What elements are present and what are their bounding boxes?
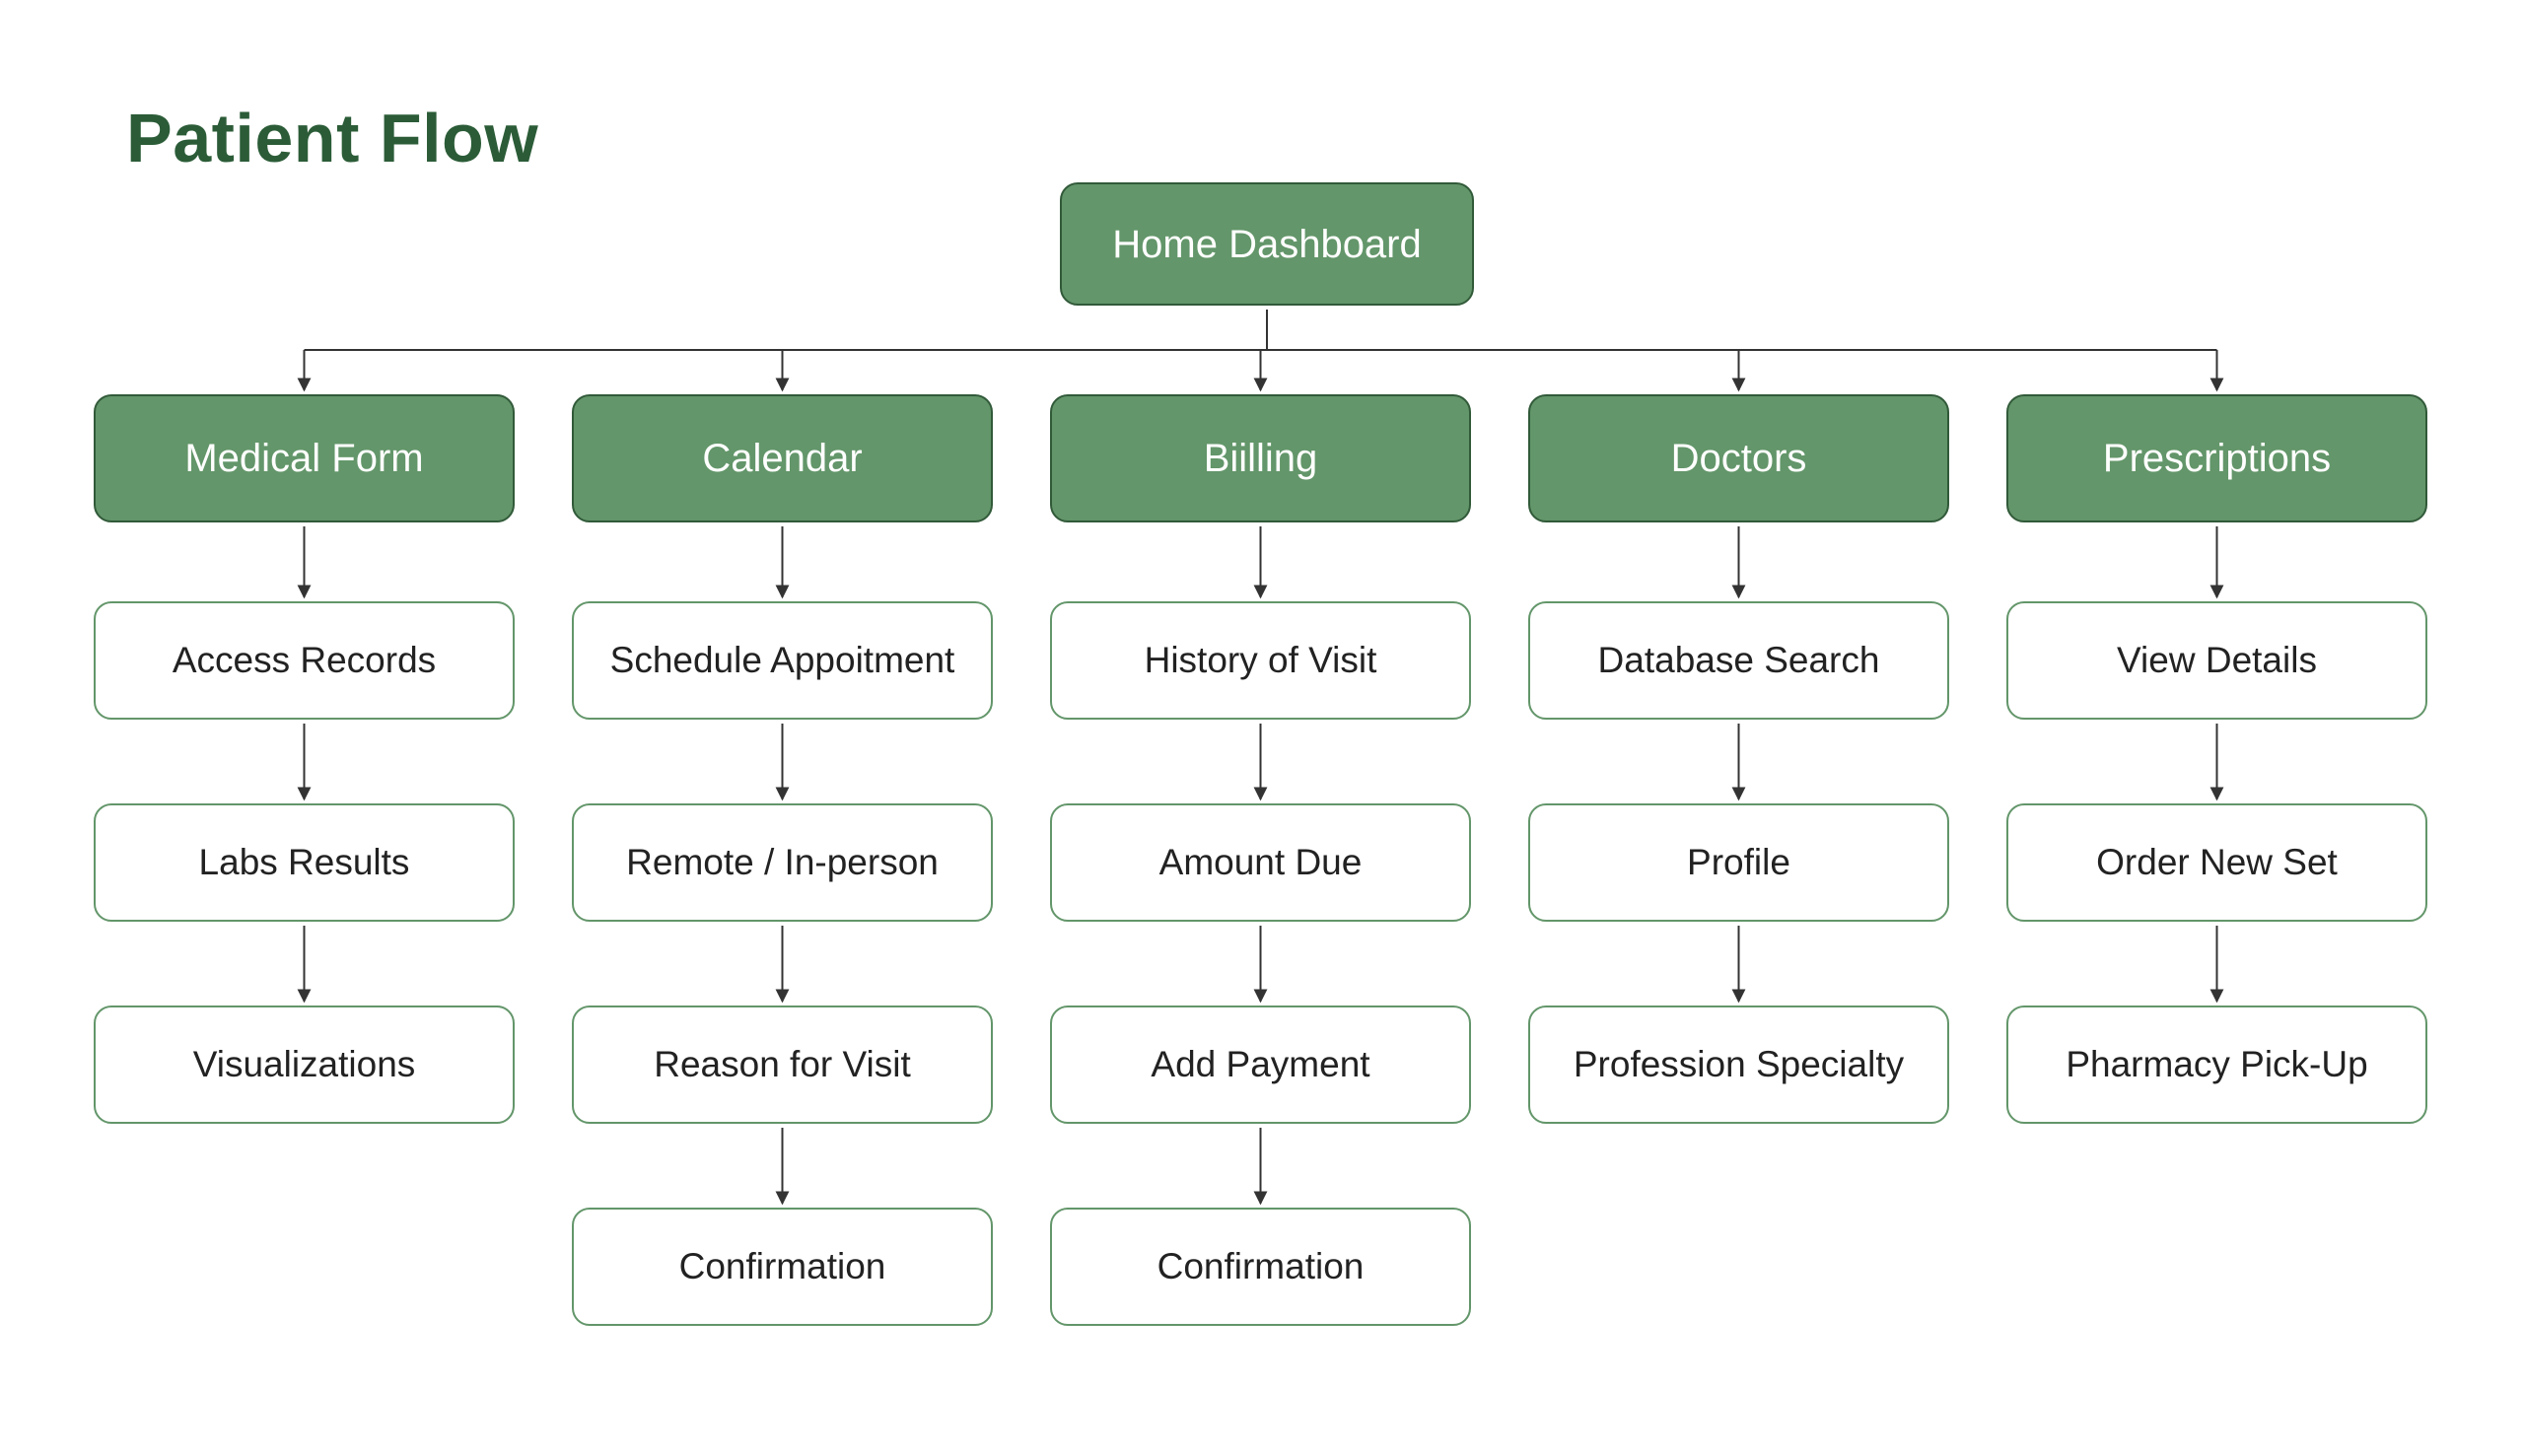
step-calendar-1: Remote / In-person: [572, 803, 993, 922]
root-node: Home Dashboard: [1060, 182, 1474, 306]
category-doctors: Doctors: [1528, 394, 1949, 522]
category-medical: Medical Form: [94, 394, 515, 522]
step-doctors-0: Database Search: [1528, 601, 1949, 720]
step-prescriptions-0: View Details: [2006, 601, 2427, 720]
step-calendar-0: Schedule Appoitment: [572, 601, 993, 720]
page-title: Patient Flow: [126, 99, 538, 177]
step-doctors-1: Profile: [1528, 803, 1949, 922]
step-medical-0: Access Records: [94, 601, 515, 720]
step-calendar-2: Reason for Visit: [572, 1005, 993, 1124]
step-doctors-2: Profession Specialty: [1528, 1005, 1949, 1124]
step-billing-2: Add Payment: [1050, 1005, 1471, 1124]
step-medical-2: Visualizations: [94, 1005, 515, 1124]
step-billing-1: Amount Due: [1050, 803, 1471, 922]
category-calendar: Calendar: [572, 394, 993, 522]
step-prescriptions-2: Pharmacy Pick-Up: [2006, 1005, 2427, 1124]
step-medical-1: Labs Results: [94, 803, 515, 922]
step-billing-0: History of Visit: [1050, 601, 1471, 720]
category-prescriptions: Prescriptions: [2006, 394, 2427, 522]
category-billing: Biilling: [1050, 394, 1471, 522]
diagram-canvas: Patient Flow Home Dashboard Medical Form A…: [0, 0, 2524, 1456]
step-billing-3: Confirmation: [1050, 1208, 1471, 1326]
step-prescriptions-1: Order New Set: [2006, 803, 2427, 922]
step-calendar-3: Confirmation: [572, 1208, 993, 1326]
